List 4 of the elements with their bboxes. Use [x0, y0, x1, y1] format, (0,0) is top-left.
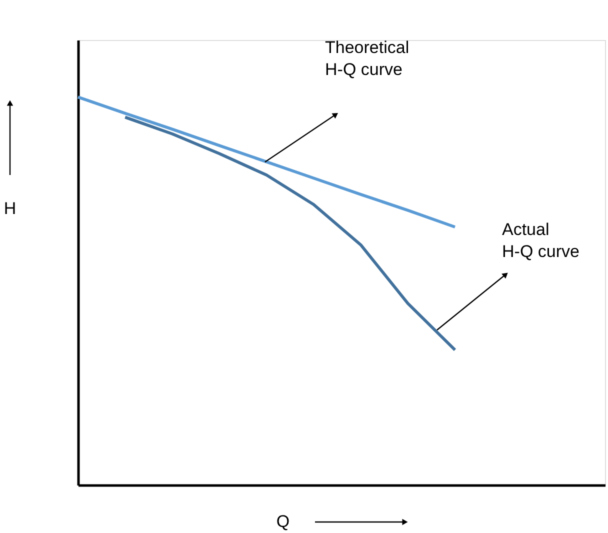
- x-axis-title: Q: [276, 512, 290, 531]
- text: Actual H-Q curve: [502, 220, 580, 261]
- text: Theoretical H-Q curve: [325, 38, 410, 79]
- y-axis-title: H: [4, 199, 16, 218]
